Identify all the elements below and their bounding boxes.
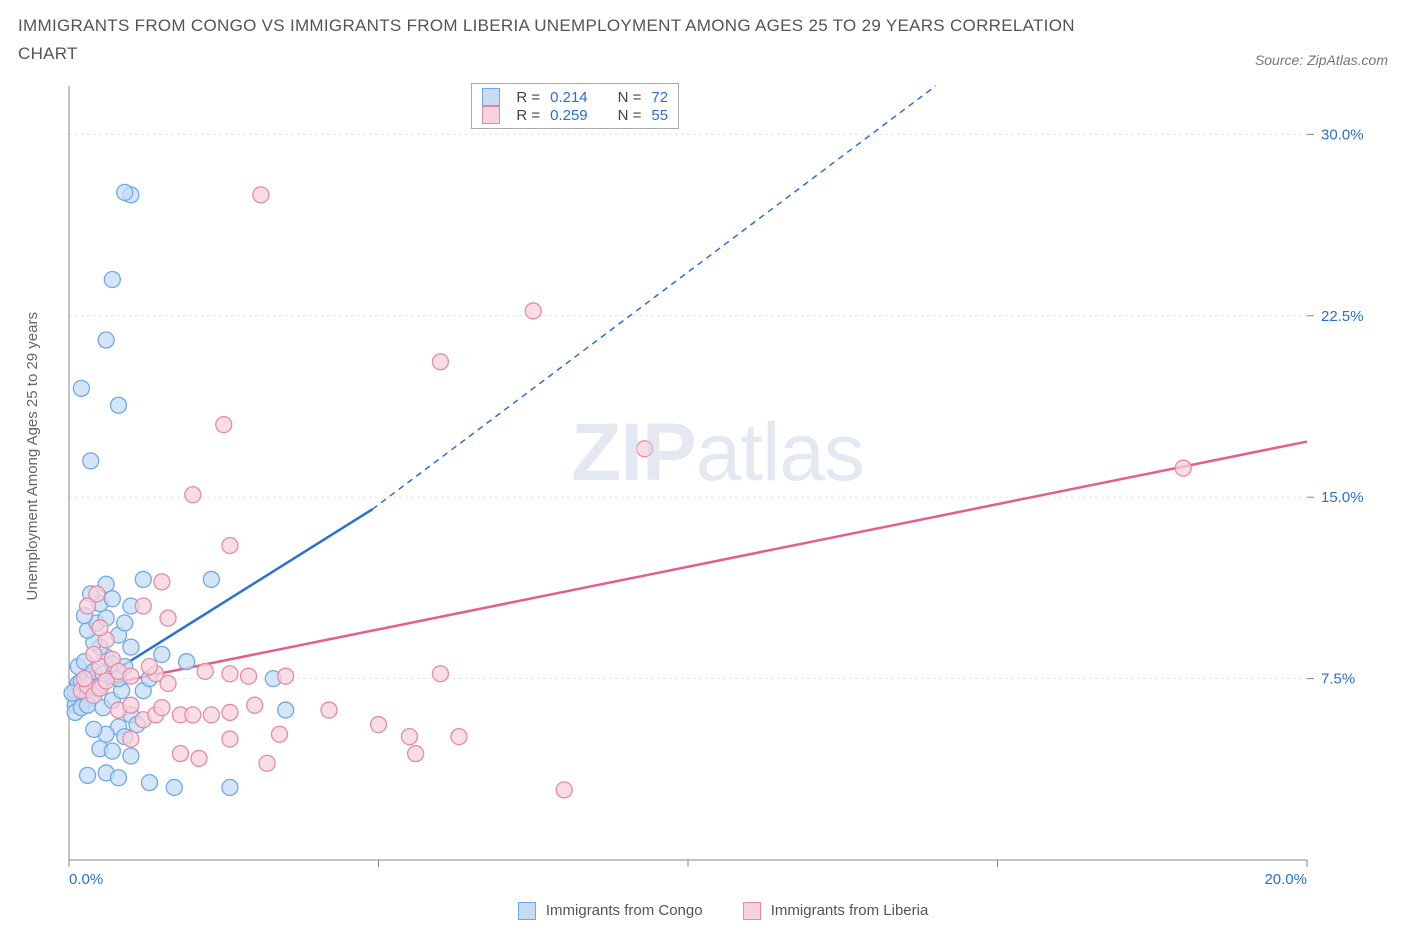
n-label: N = [618, 89, 642, 106]
svg-text:15.0%: 15.0% [1321, 489, 1364, 506]
svg-text:0.0%: 0.0% [69, 871, 103, 888]
r-label: R = [516, 89, 540, 106]
legend-bottom: Immigrants from Congo Immigrants from Li… [18, 902, 1388, 920]
swatch-congo [518, 902, 536, 920]
plot-area: 0.0%20.0%7.5%15.0%22.5%30.0% ZIPatlas R … [47, 76, 1388, 896]
n-label: N = [618, 107, 642, 124]
scatter-chart: 0.0% 20.0% 7.5% 15.0% 22.5% 30.0% [47, 76, 1367, 896]
legend-label-liberia: Immigrants from Liberia [771, 902, 929, 919]
legend-label-congo: Immigrants from Congo [546, 902, 703, 919]
swatch-congo-icon [482, 88, 500, 106]
n-value: 55 [651, 107, 668, 124]
n-value: 72 [651, 89, 668, 106]
svg-text:7.5%: 7.5% [1321, 671, 1355, 688]
swatch-liberia [743, 902, 761, 920]
chart-container: Unemployment Among Ages 25 to 29 years 0… [18, 76, 1388, 896]
stat-row-liberia: R = 0.259 N = 55 [482, 106, 668, 124]
stat-row-congo: R = 0.214 N = 72 [482, 88, 668, 106]
svg-text:22.5%: 22.5% [1321, 308, 1364, 325]
svg-text:20.0%: 20.0% [1264, 871, 1307, 888]
r-label: R = [516, 107, 540, 124]
y-axis-label: Unemployment Among Ages 25 to 29 years [18, 312, 47, 601]
svg-text:30.0%: 30.0% [1321, 126, 1364, 143]
source-credit: Source: ZipAtlas.com [1255, 52, 1388, 68]
r-value: 0.214 [550, 89, 588, 106]
r-value: 0.259 [550, 107, 588, 124]
swatch-liberia-icon [482, 106, 500, 124]
chart-header: IMMIGRANTS FROM CONGO VS IMMIGRANTS FROM… [18, 12, 1388, 68]
legend-item-congo: Immigrants from Congo [518, 902, 703, 920]
chart-title: IMMIGRANTS FROM CONGO VS IMMIGRANTS FROM… [18, 12, 1118, 68]
legend-item-liberia: Immigrants from Liberia [743, 902, 929, 920]
correlation-legend: R = 0.214 N = 72 R = 0.259 N = 55 [471, 83, 679, 129]
